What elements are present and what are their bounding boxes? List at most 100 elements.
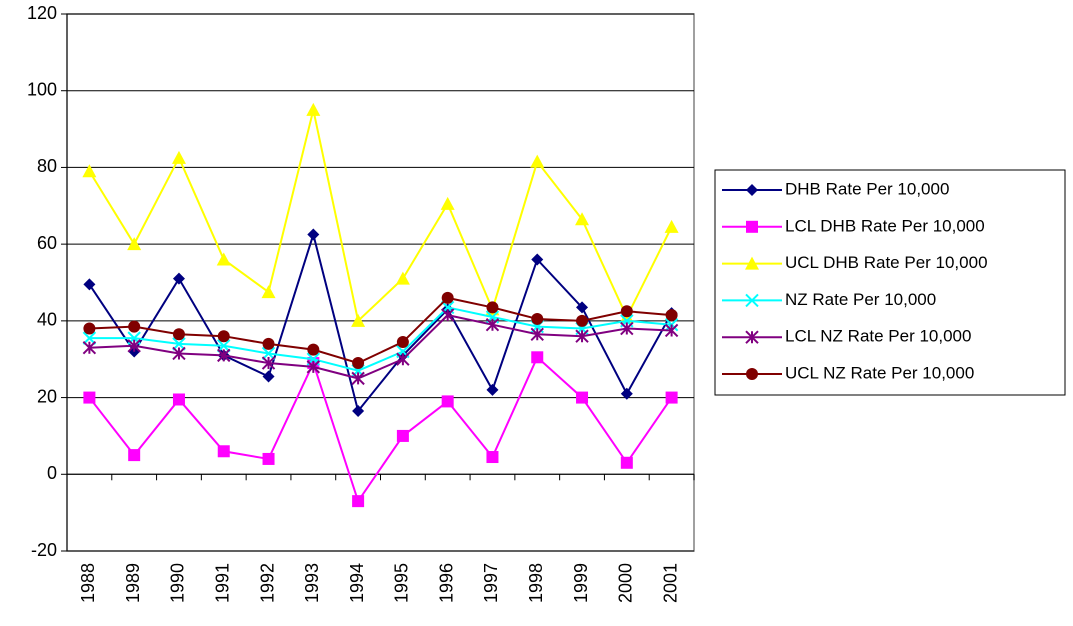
marker	[531, 253, 544, 266]
marker	[745, 293, 759, 308]
x-tick-label: 1988	[78, 563, 98, 603]
marker	[127, 237, 142, 251]
marker	[307, 343, 320, 356]
legend	[714, 169, 1066, 396]
marker	[664, 323, 679, 338]
marker	[665, 309, 678, 322]
marker	[746, 184, 758, 196]
marker	[746, 220, 758, 233]
marker	[307, 228, 320, 241]
marker	[172, 272, 185, 285]
marker	[216, 252, 231, 266]
marker	[217, 445, 230, 458]
marker	[396, 335, 409, 348]
x-tick-label: 1994	[347, 563, 367, 603]
marker	[531, 351, 544, 364]
marker	[441, 395, 454, 408]
marker	[576, 314, 589, 327]
marker	[83, 278, 96, 291]
marker	[172, 337, 186, 351]
y-tick-label: 80	[37, 156, 57, 176]
y-tick-label: -20	[31, 540, 57, 560]
marker	[217, 339, 231, 353]
x-tick-label: 1998	[526, 563, 546, 603]
marker	[82, 331, 97, 345]
marker	[352, 357, 365, 370]
marker	[171, 150, 186, 164]
x-tick-label: 2000	[616, 563, 636, 603]
marker	[217, 330, 230, 343]
x-tick-label: 1997	[481, 563, 501, 603]
marker	[352, 404, 365, 417]
marker	[441, 291, 454, 304]
marker	[620, 305, 633, 318]
series-line	[89, 306, 672, 372]
x-tick-label: 1999	[571, 563, 591, 603]
legend-label: DHB Rate Per 10,000	[785, 179, 949, 198]
marker	[576, 391, 589, 404]
marker	[440, 308, 455, 322]
plot-area	[66, 13, 695, 552]
marker	[486, 383, 499, 396]
marker	[620, 321, 634, 336]
marker	[530, 154, 545, 168]
marker	[128, 449, 141, 462]
marker	[440, 196, 455, 210]
marker	[575, 212, 590, 226]
marker	[486, 451, 499, 464]
series-line	[89, 296, 672, 365]
marker	[396, 352, 410, 366]
marker	[746, 368, 758, 380]
series-line	[88, 355, 673, 504]
marker	[217, 348, 231, 363]
series-line	[88, 109, 673, 323]
marker	[351, 313, 366, 327]
marker	[83, 391, 96, 404]
marker	[172, 346, 186, 361]
series-line	[89, 314, 672, 380]
marker	[262, 370, 275, 383]
marker	[620, 387, 633, 400]
marker	[262, 452, 275, 465]
x-tick-label: 1991	[213, 563, 233, 603]
marker	[306, 360, 321, 374]
marker	[620, 456, 633, 469]
legend-label: LCL NZ Rate Per 10,000	[785, 327, 971, 346]
y-tick-label: 120	[27, 3, 57, 23]
y-tick-label: 0	[47, 463, 57, 483]
marker	[485, 317, 500, 332]
legend-label: UCL DHB Rate Per 10,000	[785, 253, 988, 272]
marker	[172, 393, 185, 406]
marker	[745, 330, 759, 344]
x-tick-label: 1996	[436, 563, 456, 603]
marker	[352, 495, 365, 508]
marker	[531, 312, 544, 325]
series-line	[88, 230, 673, 414]
marker	[396, 429, 409, 442]
marker	[306, 102, 321, 116]
x-tick-label: 1990	[168, 563, 188, 603]
marker	[351, 371, 365, 386]
marker	[395, 271, 410, 285]
y-tick-label: 100	[27, 79, 57, 99]
marker	[665, 391, 678, 404]
marker	[745, 256, 759, 270]
marker	[262, 337, 275, 350]
x-tick-label: 1989	[123, 563, 143, 603]
marker	[575, 329, 589, 343]
marker	[127, 339, 141, 353]
x-tick-label: 1995	[392, 563, 412, 603]
marker	[261, 346, 276, 361]
marker	[83, 322, 96, 335]
marker	[576, 301, 589, 314]
marker	[261, 356, 276, 370]
legend-label: LCL DHB Rate Per 10,000	[785, 216, 985, 235]
marker	[128, 320, 141, 333]
marker	[172, 328, 185, 341]
y-tick-label: 60	[37, 233, 57, 253]
marker	[261, 285, 276, 299]
marker	[82, 340, 97, 355]
marker	[530, 327, 544, 341]
